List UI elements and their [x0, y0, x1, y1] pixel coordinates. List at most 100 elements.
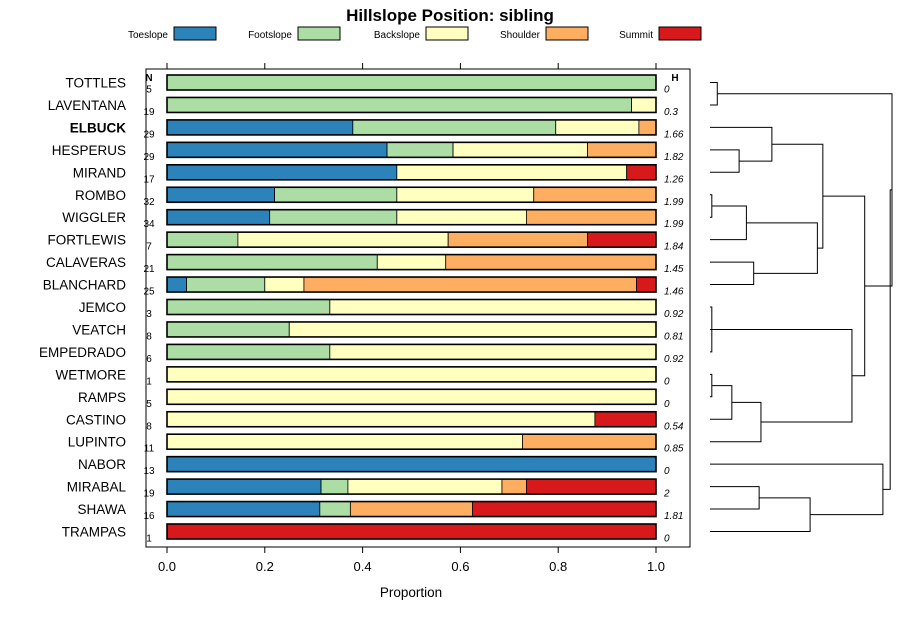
row-nabor: NABOR 13 0: [78, 455, 670, 477]
row-mirabal: MIRABAL 19 2: [67, 478, 670, 500]
bar-segment-backslope: [396, 164, 628, 181]
legend-label-summit: Summit: [619, 30, 653, 41]
row-ramps: RAMPS 5 0: [78, 388, 670, 410]
bar-segment-backslope: [166, 366, 657, 383]
bar-segment-toeslope: [166, 478, 322, 495]
bar-outline: [166, 253, 657, 271]
bar-segment-backslope: [166, 388, 657, 405]
row-lupinto: LUPINTO 11 0.85: [68, 433, 684, 455]
row-label: RAMPS: [78, 390, 126, 405]
dendrogram-link: [730, 328, 853, 423]
row-label: MIRAND: [73, 165, 126, 180]
chart-title: Hillslope Position: sibling: [346, 6, 554, 25]
bar-segment-backslope: [288, 321, 657, 338]
row-label: BLANCHARD: [43, 278, 127, 293]
bar-segment-footslope: [186, 276, 266, 293]
row-h-value: 1.99: [664, 197, 684, 208]
bar-segment-backslope: [396, 186, 535, 203]
row-blanchard: BLANCHARD 25 1.46: [43, 276, 684, 298]
row-h-value: 1.45: [664, 264, 684, 275]
row-empedrado: EMPEDRADO 6 0.92: [39, 343, 684, 365]
row-h-value: 0.92: [664, 309, 684, 320]
bar-segment-footslope: [166, 299, 331, 315]
row-n-value: 1: [146, 376, 152, 387]
row-wiggler: WIGGLER 34 1.99: [62, 208, 684, 230]
row-rombo: ROMBO 32 1.99: [75, 186, 684, 208]
bar-outline: [166, 500, 657, 518]
row-h-value: 0: [664, 466, 670, 477]
legend-swatch-toeslope: [173, 26, 217, 41]
dendrogram-link: [710, 497, 811, 532]
dendrogram-link: [822, 195, 866, 377]
bar-outline: [166, 186, 657, 204]
bar-segment-summit: [587, 231, 657, 248]
bar-outline: [166, 208, 657, 226]
bar-segment-shoulder: [638, 119, 657, 136]
dendrogram-link: [710, 194, 713, 218]
row-label: FORTLEWIS: [47, 233, 126, 248]
row-h-value: 1.66: [664, 129, 684, 140]
dendrogram-link: [717, 93, 893, 287]
bar-segment-backslope: [376, 254, 447, 271]
bar-segment-backslope: [237, 231, 449, 248]
row-veatch: VEATCH 8 0.81: [72, 321, 683, 342]
bar-segment-shoulder: [303, 276, 637, 293]
bar-segment-summit: [636, 276, 657, 293]
row-n-value: 8: [146, 421, 152, 432]
plot-frame: [145, 68, 691, 548]
row-n-value: 32: [143, 197, 155, 208]
row-n-value: 21: [143, 264, 155, 275]
row-h-value: 0: [664, 534, 670, 545]
legend-swatch-footslope: [297, 26, 341, 41]
dendrogram-link: [710, 385, 733, 420]
row-castino: CASTINO 8 0.54: [66, 410, 684, 432]
row-label: JEMCO: [79, 300, 126, 315]
row-label: CASTINO: [66, 412, 126, 427]
row-label: WIGGLER: [62, 210, 126, 225]
bar-outline: [166, 366, 657, 383]
x-tick-label: 0.6: [451, 559, 469, 574]
bar-segment-backslope: [264, 276, 305, 293]
row-label: MIRABAL: [67, 480, 127, 495]
x-tick-label: 0.0: [158, 559, 176, 574]
bar-outline: [166, 231, 657, 248]
bar-segment-footslope: [166, 321, 290, 338]
row-n-value: 13: [143, 466, 155, 477]
row-n-value: 16: [143, 511, 155, 522]
bar-outline: [166, 276, 657, 293]
bar-outline: [166, 298, 657, 316]
row-n-value: 7: [146, 242, 152, 253]
row-label: WETMORE: [56, 367, 127, 382]
bar-segment-footslope: [386, 141, 454, 158]
dendrogram-link: [710, 463, 884, 516]
row-n-value: 6: [146, 354, 152, 365]
row-n-value: 19: [143, 107, 155, 118]
bar-segment-backslope: [329, 343, 657, 360]
legend-label-toeslope: Toeslope: [128, 30, 168, 41]
row-hesperus: HESPERUS 29 1.82: [52, 141, 684, 163]
h-column-header: H: [671, 73, 678, 84]
bar-outline: [166, 119, 657, 136]
row-n-value: 5: [146, 399, 152, 410]
row-h-value: 1.26: [664, 174, 684, 185]
dendrogram-link: [882, 189, 892, 490]
dendrogram-link: [710, 486, 760, 510]
row-label: ROMBO: [75, 188, 126, 203]
bar-segment-footslope: [319, 501, 351, 517]
bar-segment-shoulder: [587, 141, 657, 158]
bar-segment-backslope: [555, 119, 640, 136]
row-n-value: 3: [146, 309, 152, 320]
row-n-value: 17: [143, 174, 155, 185]
n-column-header: N: [145, 73, 152, 84]
bar-segment-backslope: [452, 141, 588, 158]
row-label: VEATCH: [72, 322, 126, 337]
bar-outline: [166, 410, 657, 428]
row-label: HESPERUS: [52, 143, 126, 158]
bar-outline: [166, 523, 657, 540]
row-h-value: 0: [664, 399, 670, 410]
bar-segment-shoulder: [526, 209, 657, 226]
bar-segment-footslope: [320, 478, 349, 495]
bar-segment-summit: [626, 164, 657, 181]
row-h-value: 0: [664, 85, 670, 96]
